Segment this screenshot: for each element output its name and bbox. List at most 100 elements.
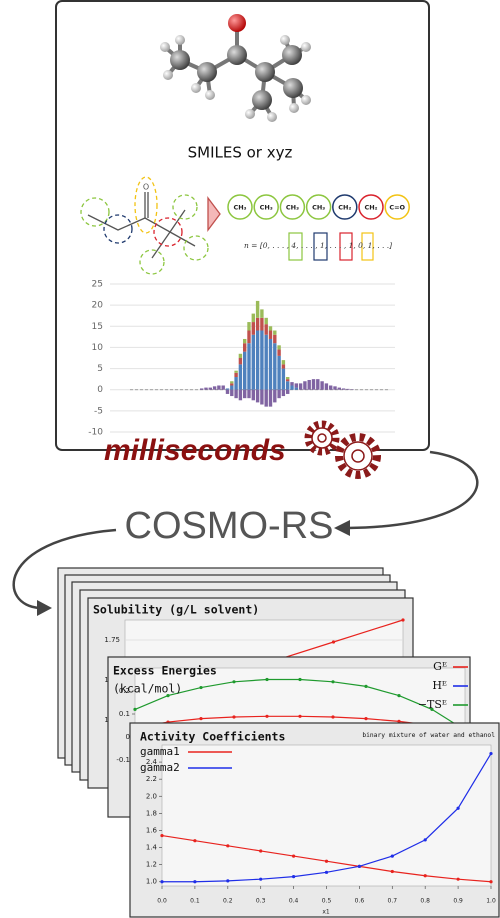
legend-label: gamma2 (140, 761, 180, 774)
bar-segment (294, 387, 298, 390)
window-title: Excess Energies (113, 664, 217, 678)
group-circle (332, 194, 358, 220)
bar-segment (251, 389, 255, 401)
y-tick-label: 2.4 (146, 758, 158, 766)
bar-segment (264, 317, 268, 325)
series-point (401, 618, 405, 622)
bar-segment (247, 330, 251, 344)
bar-segment (234, 377, 238, 390)
series-point (423, 874, 427, 878)
bar-segment (255, 330, 260, 390)
bar-segment (303, 381, 307, 390)
x-tick-label: 0.1 (190, 898, 200, 905)
series-point (193, 839, 197, 843)
bar-segment (277, 355, 281, 390)
bar-segment (268, 326, 273, 331)
x-tick-label: 0.3 (256, 898, 266, 905)
chart-window: 1.0 1.2 1.4 1.6 1.8 2.0 2.2 2.4 0.0 0.1 0.2 0.3 0.4 0… (129, 722, 500, 918)
bar-segment (243, 343, 247, 352)
bar-segment (320, 381, 324, 390)
series-point (331, 680, 335, 684)
arrows (12, 450, 479, 610)
bar-segment (268, 330, 273, 339)
svg-text:O: O (143, 183, 149, 192)
vector-boxes (288, 232, 374, 261)
bar-segment (273, 389, 277, 403)
group-circle (305, 194, 332, 220)
group-circle (253, 194, 279, 220)
series-point (292, 854, 296, 858)
bar-segment (225, 389, 230, 394)
bar-segment (230, 383, 234, 386)
group-circle (227, 194, 253, 220)
series-point (364, 717, 368, 721)
series-point (226, 879, 230, 883)
arrow-head (334, 520, 350, 536)
bar-segment (225, 388, 230, 390)
series-point (298, 677, 302, 682)
y-tick-label: 0.2 (119, 687, 130, 695)
bar-segment (268, 338, 273, 390)
series-point (364, 684, 368, 689)
y-tick-label: 1.8 (146, 809, 157, 817)
group-label: CH₃ (286, 204, 299, 212)
bar-segment (204, 387, 208, 390)
bar-segment (286, 389, 290, 394)
group-vector: n = [0, . . . , 4, . . . , 1, . . . , 1,… (244, 241, 392, 250)
bar-segment (277, 345, 281, 350)
bar-segment (234, 370, 238, 373)
window-title: Solubility (g/L solvent) (93, 603, 259, 617)
series-point (160, 880, 164, 884)
bar-segment (286, 381, 290, 390)
series-point (298, 714, 302, 718)
series-point (265, 714, 269, 718)
bar-segment (277, 389, 281, 399)
bar-segment (255, 317, 260, 331)
bar-segment (217, 385, 221, 390)
group-label: CH₃ (260, 204, 273, 212)
bar-segment (200, 388, 204, 390)
x-axis-label: x1 (322, 909, 330, 916)
bar-segment (243, 389, 247, 399)
bar-segment (251, 334, 255, 390)
bar-segment (307, 379, 311, 390)
group-sketch: O (80, 176, 221, 275)
legend-label: Gᴱ (433, 660, 447, 673)
y-tick-label: 5 (97, 364, 103, 374)
series-point (232, 680, 236, 684)
bar-segment (247, 343, 251, 390)
legend-label: −TSᴱ (418, 698, 447, 711)
x-tick-label: 0.4 (289, 898, 299, 905)
x-tick-label: 0.7 (388, 898, 398, 905)
bar-segment (234, 389, 238, 399)
y-tick-label: 1.75 (104, 636, 120, 644)
bar-segment (255, 300, 260, 318)
series-point (390, 869, 394, 874)
y-tick-label: -0.1 (116, 756, 130, 764)
series-point (133, 707, 137, 712)
bar-segment (281, 389, 286, 397)
group-circle (358, 194, 384, 220)
series-point (265, 677, 269, 682)
window-title: Activity Coefficients (140, 730, 285, 744)
bar-segment (281, 360, 286, 365)
y-tick-label: -10 (88, 428, 103, 438)
bar-segment (273, 334, 277, 344)
series-point (193, 880, 197, 884)
y-tick-label: 0 (97, 385, 103, 395)
bar-segment (286, 379, 290, 382)
series-point (331, 715, 335, 719)
bar-segment (290, 385, 294, 390)
bar-segment (243, 338, 247, 344)
y-tick-label: 2.2 (146, 775, 157, 783)
bar-segment (316, 379, 320, 390)
legend-label: gamma1 (140, 745, 180, 758)
series-point (160, 833, 164, 838)
bar-segment (260, 330, 264, 390)
bar-segment (264, 389, 268, 407)
bar-segment (273, 330, 277, 335)
bar-segment (230, 385, 234, 390)
x-tick-label: 0.5 (322, 898, 332, 905)
input-panel (55, 0, 430, 451)
input-label: SMILES or xyz (188, 144, 293, 162)
